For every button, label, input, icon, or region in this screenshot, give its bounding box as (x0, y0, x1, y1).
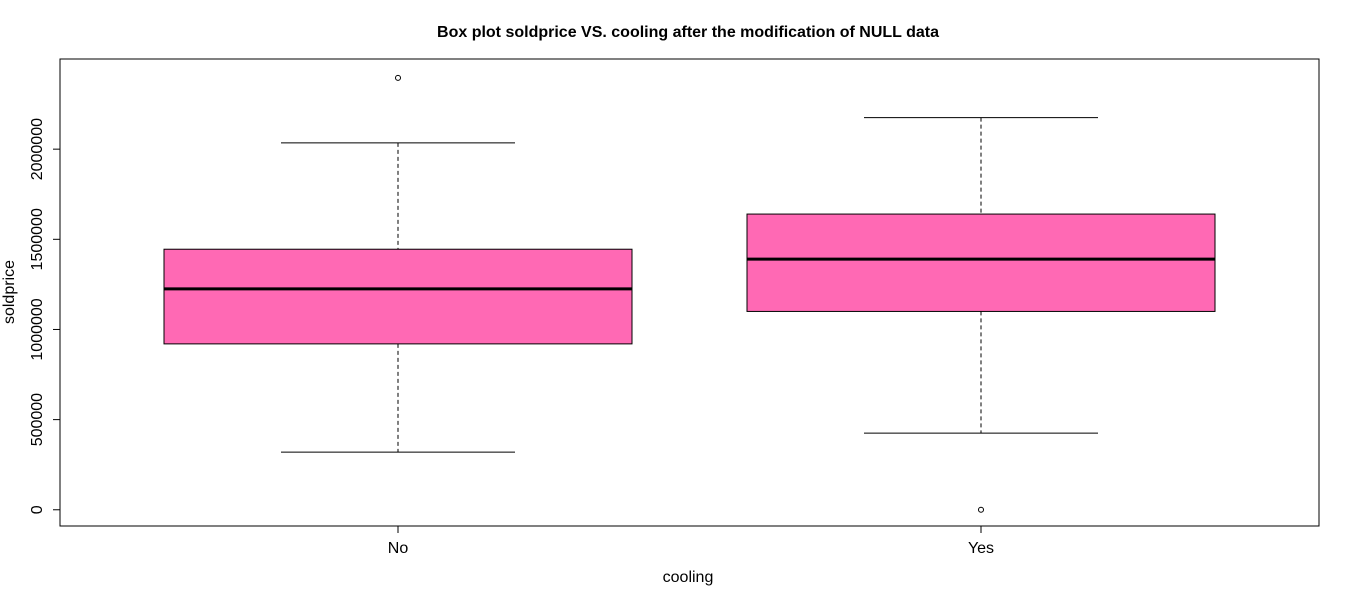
y-axis: 0 500000 1000000 1500000 2000000 (29, 118, 60, 514)
iqr-box (163, 248, 633, 345)
y-tick-label: 1000000 (29, 298, 46, 360)
y-tick-label: 500000 (29, 393, 46, 446)
outlier-point (978, 506, 984, 513)
box-yes (746, 117, 1216, 513)
x-axis-label: cooling (663, 569, 714, 586)
iqr-box (746, 213, 1216, 312)
y-axis-label: soldprice (1, 260, 18, 324)
chart-title: Box plot soldprice VS. cooling after the… (437, 24, 939, 41)
boxes-group (163, 74, 1216, 513)
y-tick-label: 0 (29, 505, 46, 514)
outlier-point (395, 74, 401, 81)
x-tick-label: Yes (968, 540, 994, 557)
x-axis: No Yes (388, 526, 994, 557)
x-tick-label: No (388, 540, 409, 557)
plot-frame (59, 58, 1320, 527)
box-no (163, 74, 633, 453)
y-tick-label: 2000000 (29, 118, 46, 180)
y-tick-label: 1500000 (29, 208, 46, 270)
